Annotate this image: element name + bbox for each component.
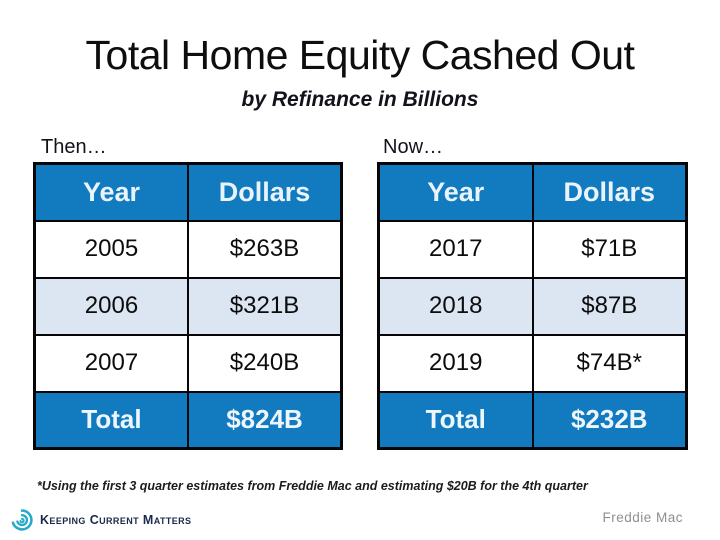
- then-year-2007: 2007: [33, 333, 189, 393]
- now-dollars-2018: $87B: [531, 276, 688, 336]
- then-panel: Then… Year Dollars 2005 $263B 2006 $321B: [33, 134, 343, 450]
- now-year-2019: 2019: [377, 333, 534, 393]
- then-total-row: Total $824B: [33, 390, 343, 450]
- now-dollars-2017: $71B: [531, 219, 688, 279]
- then-col-dollars: Dollars: [187, 162, 343, 222]
- then-col-year: Year: [33, 162, 189, 222]
- now-total-label: Total: [377, 390, 534, 450]
- then-label: Then…: [41, 136, 107, 158]
- now-label: Now…: [383, 136, 444, 158]
- footnote: *Using the first 3 quarter estimates fro…: [37, 479, 588, 493]
- then-year-2005: 2005: [33, 219, 189, 279]
- now-table: Year Dollars 2017 $71B 2018 $87B 2019 $7…: [377, 162, 688, 450]
- now-total-value: $232B: [531, 390, 688, 450]
- then-dollars-2005: $263B: [187, 219, 343, 279]
- source-attribution: Freddie Mac: [602, 510, 683, 525]
- now-year-2017: 2017: [377, 219, 534, 279]
- table-row: 2006 $321B: [33, 276, 343, 336]
- now-col-dollars: Dollars: [531, 162, 688, 222]
- kcm-logo: Keeping Current Matters: [10, 508, 191, 532]
- table-row: 2005 $263B: [33, 219, 343, 279]
- then-dollars-2006: $321B: [187, 276, 343, 336]
- table-row: 2007 $240B: [33, 333, 343, 393]
- now-year-2018: 2018: [377, 276, 534, 336]
- kcm-swirl-icon: [11, 509, 33, 531]
- table-row: 2019 $74B*: [377, 333, 688, 393]
- then-year-2006: 2006: [33, 276, 189, 336]
- kcm-logo-text: Keeping Current Matters: [40, 513, 192, 527]
- page-title: Total Home Equity Cashed Out: [85, 32, 635, 78]
- then-dollars-2007: $240B: [187, 333, 343, 393]
- then-header-row: Year Dollars: [33, 162, 343, 222]
- now-panel: Now… Year Dollars 2017 $71B 2018 $87B 20…: [377, 134, 688, 450]
- table-row: 2017 $71B: [377, 219, 688, 279]
- now-header-row: Year Dollars: [377, 162, 688, 222]
- then-total-value: $824B: [187, 390, 343, 450]
- now-total-row: Total $232B: [377, 390, 688, 450]
- then-table: Year Dollars 2005 $263B 2006 $321B 2007 …: [33, 162, 343, 450]
- now-dollars-2019: $74B*: [531, 333, 688, 393]
- now-col-year: Year: [377, 162, 534, 222]
- then-total-label: Total: [33, 390, 189, 450]
- table-row: 2018 $87B: [377, 276, 688, 336]
- page-subtitle: by Refinance in Billions: [241, 88, 479, 111]
